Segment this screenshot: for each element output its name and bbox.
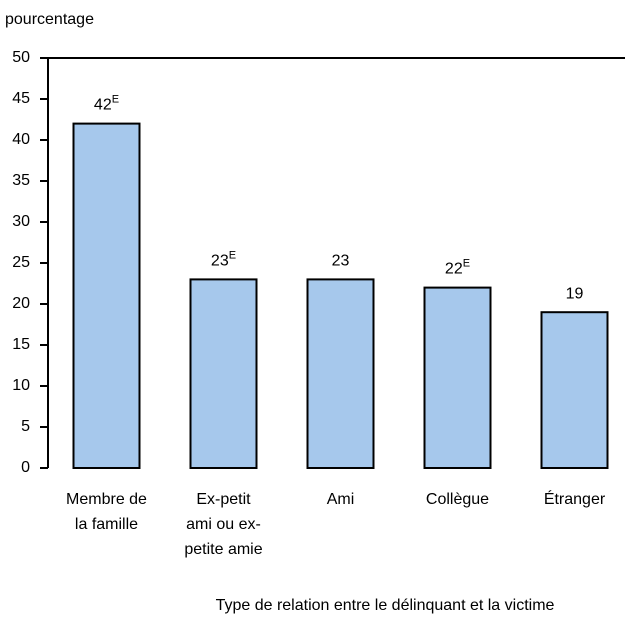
y-tick-label: 10 — [12, 377, 30, 394]
bar — [306, 278, 375, 469]
y-tick-label: 45 — [12, 90, 30, 107]
y-tick-label: 50 — [12, 49, 30, 66]
x-tick-label: Ami — [327, 491, 355, 508]
x-tick-label: Étranger — [544, 489, 606, 508]
y-tick-label: 15 — [12, 336, 30, 353]
bar — [540, 311, 609, 470]
y-tick-label: 5 — [21, 418, 30, 435]
bar — [189, 278, 258, 469]
y-tick-label: 30 — [12, 213, 30, 230]
x-tick-label: Ex-petit ami ou ex-petite amie — [184, 491, 262, 558]
bar — [423, 286, 492, 469]
y-tick-label: 40 — [12, 131, 30, 148]
x-axis-label: Type de relation entre le délinquant et … — [216, 597, 555, 614]
bar — [72, 122, 141, 469]
x-tick-label: Collègue — [426, 491, 489, 508]
x-tick-label: Membre de la famille — [66, 491, 147, 533]
data-label: 23 — [332, 253, 350, 270]
y-tick-label: 0 — [21, 459, 30, 476]
y-tick-label: 20 — [12, 295, 30, 312]
data-label: 42E — [94, 94, 119, 114]
data-label: 23E — [211, 249, 236, 269]
data-label: 22E — [445, 258, 470, 278]
y-axis-label: pourcentage — [5, 11, 94, 28]
y-tick-label: 35 — [12, 172, 30, 189]
data-label: 19 — [566, 285, 584, 302]
y-tick-label: 25 — [12, 254, 30, 271]
